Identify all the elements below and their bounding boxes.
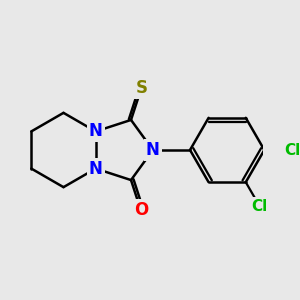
- Text: Cl: Cl: [284, 142, 300, 158]
- Text: S: S: [135, 79, 147, 97]
- Text: O: O: [134, 201, 148, 219]
- Text: N: N: [146, 141, 160, 159]
- Text: N: N: [89, 122, 103, 140]
- Text: N: N: [89, 160, 103, 178]
- Text: Cl: Cl: [252, 199, 268, 214]
